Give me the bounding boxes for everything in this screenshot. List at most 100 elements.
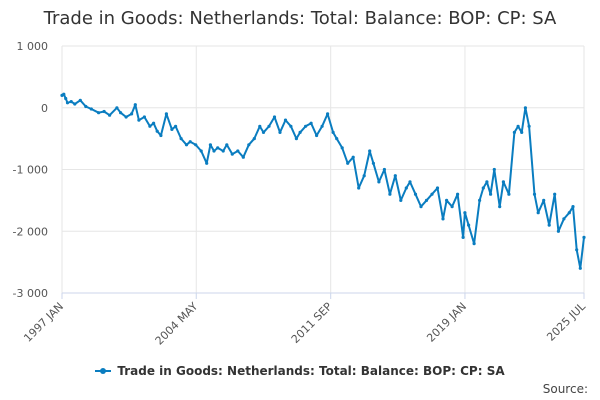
data-point[interactable]: [382, 167, 386, 172]
data-point[interactable]: [335, 137, 339, 141]
data-point[interactable]: [351, 155, 355, 159]
data-point[interactable]: [404, 186, 408, 190]
data-point[interactable]: [267, 124, 271, 128]
data-point[interactable]: [208, 143, 212, 147]
data-point[interactable]: [331, 130, 335, 134]
data-point[interactable]: [108, 113, 112, 117]
data-point[interactable]: [241, 155, 245, 159]
data-point[interactable]: [450, 205, 454, 209]
data-point[interactable]: [498, 205, 502, 209]
data-point[interactable]: [152, 121, 156, 125]
data-point[interactable]: [542, 198, 546, 202]
data-point[interactable]: [97, 111, 101, 115]
data-point[interactable]: [225, 143, 229, 147]
data-point[interactable]: [578, 266, 582, 270]
data-point[interactable]: [377, 180, 381, 184]
data-point[interactable]: [247, 143, 251, 147]
data-point[interactable]: [501, 180, 505, 184]
data-point[interactable]: [507, 192, 511, 196]
data-point[interactable]: [89, 107, 93, 111]
data-point[interactable]: [278, 130, 282, 134]
data-point[interactable]: [155, 129, 159, 133]
data-point[interactable]: [258, 124, 262, 128]
data-point[interactable]: [575, 248, 579, 252]
data-point[interactable]: [179, 137, 183, 141]
data-point[interactable]: [298, 130, 302, 134]
data-point[interactable]: [553, 192, 557, 196]
data-point[interactable]: [164, 112, 168, 116]
data-point[interactable]: [137, 118, 141, 122]
data-point[interactable]: [481, 186, 485, 190]
data-point[interactable]: [512, 130, 517, 134]
source-label[interactable]: Source:: [542, 382, 588, 396]
data-point[interactable]: [184, 143, 189, 147]
data-point[interactable]: [174, 124, 178, 128]
data-point[interactable]: [159, 133, 163, 138]
data-point[interactable]: [424, 198, 429, 202]
data-point[interactable]: [294, 137, 298, 141]
data-point[interactable]: [582, 235, 586, 239]
data-point[interactable]: [467, 223, 471, 227]
data-point[interactable]: [115, 106, 119, 110]
data-point[interactable]: [133, 103, 137, 107]
data-point[interactable]: [130, 112, 134, 116]
data-point[interactable]: [221, 149, 225, 153]
data-point[interactable]: [472, 242, 476, 246]
legend[interactable]: Trade in Goods: Netherlands: Total: Bala…: [0, 364, 600, 378]
data-point[interactable]: [441, 217, 445, 221]
data-point[interactable]: [362, 174, 366, 178]
data-point[interactable]: [84, 104, 88, 109]
data-point[interactable]: [216, 146, 220, 150]
data-point[interactable]: [430, 192, 434, 196]
data-point[interactable]: [532, 192, 537, 196]
data-point[interactable]: [463, 211, 467, 215]
data-point[interactable]: [419, 205, 423, 209]
data-point[interactable]: [309, 121, 313, 125]
data-point[interactable]: [371, 161, 375, 165]
data-point[interactable]: [119, 111, 123, 115]
data-point[interactable]: [252, 137, 256, 141]
data-point[interactable]: [64, 96, 68, 101]
data-point[interactable]: [188, 140, 192, 144]
data-point[interactable]: [547, 223, 551, 227]
data-point[interactable]: [283, 118, 288, 122]
data-point[interactable]: [393, 174, 397, 178]
data-point[interactable]: [536, 211, 540, 215]
data-point[interactable]: [205, 161, 209, 165]
data-point[interactable]: [272, 115, 277, 119]
series-line[interactable]: [61, 93, 585, 270]
data-point[interactable]: [315, 133, 319, 138]
data-point[interactable]: [194, 143, 198, 147]
data-point[interactable]: [230, 152, 234, 156]
data-point[interactable]: [556, 229, 561, 233]
data-point[interactable]: [388, 192, 392, 196]
data-point[interactable]: [69, 100, 73, 104]
data-point[interactable]: [461, 235, 465, 239]
data-point[interactable]: [304, 124, 308, 128]
data-point[interactable]: [78, 98, 82, 102]
data-point[interactable]: [435, 186, 440, 190]
data-point[interactable]: [346, 161, 350, 165]
data-point[interactable]: [492, 167, 496, 172]
data-point[interactable]: [408, 180, 412, 184]
data-point[interactable]: [562, 217, 566, 221]
data-point[interactable]: [567, 211, 571, 215]
data-point[interactable]: [340, 146, 344, 150]
data-point[interactable]: [199, 149, 203, 153]
data-point[interactable]: [261, 130, 266, 134]
data-point[interactable]: [456, 192, 460, 196]
data-point[interactable]: [485, 180, 489, 184]
data-point[interactable]: [148, 124, 152, 128]
data-point[interactable]: [170, 127, 174, 131]
data-point[interactable]: [236, 149, 240, 153]
data-point[interactable]: [527, 124, 531, 128]
data-point[interactable]: [445, 198, 449, 202]
data-point[interactable]: [399, 198, 403, 202]
data-point[interactable]: [523, 106, 528, 110]
data-point[interactable]: [520, 130, 524, 134]
data-point[interactable]: [516, 124, 520, 128]
data-point[interactable]: [102, 109, 106, 114]
data-point[interactable]: [357, 186, 361, 190]
data-point[interactable]: [368, 149, 372, 153]
data-point[interactable]: [142, 115, 146, 119]
